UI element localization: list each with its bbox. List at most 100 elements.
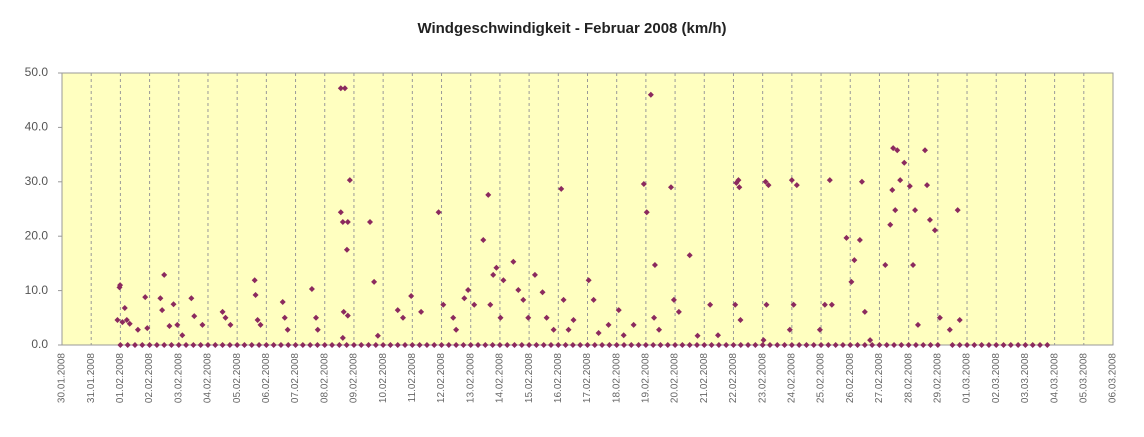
point xyxy=(343,246,350,253)
point xyxy=(620,342,627,348)
point xyxy=(1015,342,1022,348)
point xyxy=(763,301,770,308)
point xyxy=(179,332,186,339)
point xyxy=(599,342,606,348)
x-tick-label: 11.02.2008 xyxy=(407,353,418,403)
point xyxy=(281,314,288,321)
point xyxy=(730,342,737,348)
x-tick-label: 13.02.2008 xyxy=(465,353,476,403)
point xyxy=(166,322,173,329)
point xyxy=(762,178,769,185)
point xyxy=(450,314,457,321)
point xyxy=(471,301,478,308)
point xyxy=(1037,342,1044,348)
point xyxy=(480,237,487,244)
point xyxy=(946,326,953,333)
point xyxy=(569,342,576,348)
point xyxy=(190,342,197,348)
point xyxy=(656,326,663,333)
point xyxy=(613,342,620,348)
point xyxy=(487,301,494,308)
point xyxy=(387,342,394,348)
point xyxy=(926,216,933,223)
point xyxy=(117,282,124,289)
x-tick-label: 04.03.2008 xyxy=(1049,353,1060,403)
point xyxy=(340,308,347,315)
x-tick-label: 24.02.2008 xyxy=(787,353,798,403)
point xyxy=(790,301,797,308)
point xyxy=(191,313,198,320)
x-tick-label: 02.03.2008 xyxy=(991,353,1002,403)
point xyxy=(438,342,445,348)
point xyxy=(199,321,206,328)
point xyxy=(372,342,379,348)
point xyxy=(174,321,181,328)
point xyxy=(816,326,823,333)
point xyxy=(670,296,677,303)
point xyxy=(774,342,781,348)
x-tick-label: 30.01.2008 xyxy=(57,353,68,403)
point xyxy=(723,342,730,348)
point xyxy=(856,237,863,244)
y-tick-label: 40.0 xyxy=(25,120,49,134)
point xyxy=(854,342,861,348)
point xyxy=(299,342,306,348)
point xyxy=(341,85,348,92)
point xyxy=(1022,342,1029,348)
x-tick-label: 02.02.2008 xyxy=(144,353,155,403)
point xyxy=(892,207,899,214)
point xyxy=(760,337,767,344)
chart-title: Windgeschwindigkeit - Februar 2008 (km/h… xyxy=(417,20,726,37)
point xyxy=(826,177,833,184)
point xyxy=(518,342,525,348)
point xyxy=(307,342,314,348)
point xyxy=(440,301,447,308)
point xyxy=(548,342,555,348)
x-tick-label: 04.02.2008 xyxy=(203,353,214,403)
point xyxy=(686,252,693,259)
point xyxy=(737,316,744,323)
point xyxy=(832,342,839,348)
point xyxy=(277,342,284,348)
point xyxy=(1044,342,1051,348)
point xyxy=(964,342,971,348)
point xyxy=(577,342,584,348)
point xyxy=(628,342,635,348)
x-tick-label: 08.02.2008 xyxy=(319,353,330,403)
point xyxy=(252,291,259,298)
point xyxy=(667,184,674,191)
point xyxy=(651,314,658,321)
point xyxy=(344,219,351,226)
point xyxy=(897,177,904,184)
point xyxy=(219,308,226,315)
x-tick-label: 19.02.2008 xyxy=(641,353,652,403)
point xyxy=(234,342,241,348)
point xyxy=(170,301,177,308)
point xyxy=(222,314,229,321)
point xyxy=(839,342,846,348)
point xyxy=(956,316,963,323)
point xyxy=(142,294,149,301)
point xyxy=(788,342,795,348)
point xyxy=(848,278,855,285)
point xyxy=(615,307,622,314)
point xyxy=(490,271,497,278)
point xyxy=(453,342,460,348)
point xyxy=(175,342,182,348)
point xyxy=(882,262,889,269)
x-tick-label: 16.02.2008 xyxy=(553,353,564,403)
point xyxy=(321,342,328,348)
point xyxy=(496,342,503,348)
point xyxy=(786,326,793,333)
point xyxy=(686,342,693,348)
point xyxy=(399,314,406,321)
point xyxy=(679,342,686,348)
point xyxy=(119,319,126,326)
point xyxy=(161,271,168,278)
point xyxy=(461,295,468,302)
point xyxy=(752,342,759,348)
point xyxy=(867,337,874,344)
point xyxy=(651,262,658,269)
point xyxy=(931,227,938,234)
point xyxy=(114,316,121,323)
